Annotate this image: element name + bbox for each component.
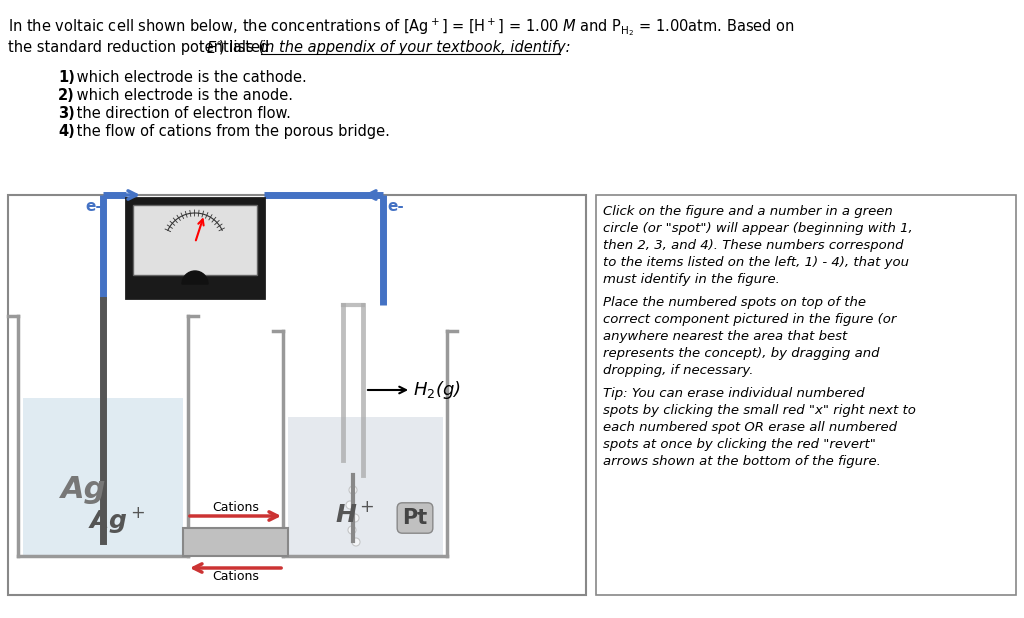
Text: e-: e- [387,199,403,214]
Text: arrows shown at the bottom of the figure.: arrows shown at the bottom of the figure… [603,455,881,468]
Text: e-: e- [85,199,101,214]
Text: ) listed: ) listed [219,40,273,55]
Text: dropping, if necessary.: dropping, if necessary. [603,364,754,377]
Text: Ag: Ag [61,475,106,504]
Text: $\it{E}$$^{\circ}$: $\it{E}$$^{\circ}$ [206,40,222,56]
Text: each numbered spot OR erase all numbered: each numbered spot OR erase all numbered [603,421,897,434]
Text: spots by clicking the small red "x" right next to: spots by clicking the small red "x" righ… [603,404,915,417]
Text: in the appendix of your textbook, identify:: in the appendix of your textbook, identi… [261,40,570,55]
Circle shape [351,514,359,522]
Text: the direction of electron flow.: the direction of electron flow. [72,106,291,121]
Text: H$^+$: H$^+$ [335,502,375,528]
Bar [596,195,1016,595]
Text: In the voltaic cell shown below, the concentrations of [Ag$^+$] = [H$^+$] = 1.00: In the voltaic cell shown below, the con… [8,16,795,38]
Text: represents the concept), by dragging and: represents the concept), by dragging and [603,347,880,360]
Bar [288,417,443,556]
Text: Ag$^+$: Ag$^+$ [88,505,145,535]
Text: H$_2$($g$): H$_2$($g$) [413,379,461,401]
Circle shape [352,538,360,546]
Text: then 2, 3, and 4). These numbers correspond: then 2, 3, and 4). These numbers corresp… [603,239,903,252]
Text: circle (or "spot") will appear (beginning with 1,: circle (or "spot") will appear (beginnin… [603,222,912,235]
Bar [126,198,264,298]
Circle shape [349,486,357,494]
Text: Place the numbered spots on top of the: Place the numbered spots on top of the [603,296,866,309]
Text: 1): 1) [58,70,75,85]
Circle shape [346,501,354,509]
Text: Cations: Cations [212,501,259,514]
Text: 3): 3) [58,106,75,121]
Bar [23,398,183,556]
Bar [183,528,288,556]
Text: the standard reduction potentials (: the standard reduction potentials ( [8,40,264,55]
Text: to the items listed on the left, 1) - 4), that you: to the items listed on the left, 1) - 4)… [603,256,909,269]
Text: Tip: You can erase individual numbered: Tip: You can erase individual numbered [603,387,864,400]
Circle shape [348,526,356,534]
Text: Pt: Pt [402,508,428,528]
Bar [133,205,257,275]
Text: the flow of cations from the porous bridge.: the flow of cations from the porous brid… [72,124,390,139]
Text: correct component pictured in the figure (or: correct component pictured in the figure… [603,313,896,326]
Text: 2): 2) [58,88,75,103]
Wedge shape [182,271,208,284]
Text: Click on the figure and a number in a green: Click on the figure and a number in a gr… [603,205,893,218]
Text: anywhere nearest the area that best: anywhere nearest the area that best [603,330,847,343]
Bar [8,195,586,595]
Text: which electrode is the cathode.: which electrode is the cathode. [72,70,307,85]
Text: must identify in the figure.: must identify in the figure. [603,273,780,286]
Text: 4): 4) [58,124,75,139]
Text: spots at once by clicking the red "revert": spots at once by clicking the red "rever… [603,438,876,451]
Text: Cations: Cations [212,570,259,583]
Text: which electrode is the anode.: which electrode is the anode. [72,88,293,103]
